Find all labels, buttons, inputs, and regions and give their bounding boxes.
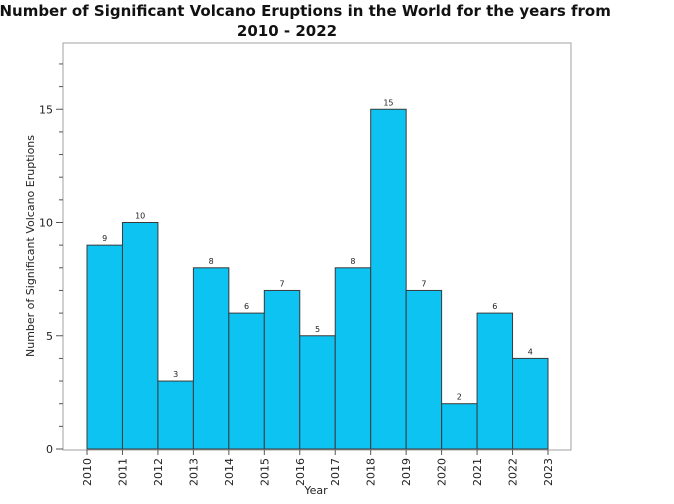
data-label-2017: 8 — [350, 257, 355, 266]
bar-2018 — [370, 108, 407, 450]
data-label-2020: 2 — [457, 393, 462, 402]
x-tick-label-2014: 2014 — [223, 458, 236, 486]
data-label-2021: 6 — [492, 302, 497, 311]
bar-2019 — [405, 289, 443, 450]
y-tick-label-10: 10 — [39, 217, 53, 230]
x-tick-label-2015: 2015 — [258, 458, 271, 486]
x-tick-label-2016: 2016 — [294, 458, 307, 486]
bar-2016 — [299, 335, 336, 450]
y-tick-label-5: 5 — [46, 330, 53, 343]
x-tick-label-2020: 2020 — [436, 458, 449, 486]
y-tick-label-0: 0 — [46, 443, 53, 456]
data-label-2019: 7 — [421, 279, 426, 288]
x-tick-label-2018: 2018 — [365, 458, 378, 486]
data-label-2010: 9 — [102, 234, 107, 243]
bar-2012 — [157, 380, 194, 450]
y-axis: 0 5 10 15 — [39, 63, 63, 456]
data-label-2015: 7 — [279, 279, 284, 288]
bar-2011 — [121, 222, 159, 450]
x-tick-label-2021: 2021 — [471, 458, 484, 486]
bars-group — [86, 108, 549, 450]
x-tick-label-2010: 2010 — [81, 458, 94, 486]
x-tick-label-2023: 2023 — [542, 458, 555, 486]
chart-subtitle: 2010 - 2022 — [237, 22, 337, 40]
x-axis: 2010 2011 2012 2013 2014 2015 2016 2017 2018 2019… — [81, 450, 555, 486]
data-label-2016: 5 — [315, 325, 320, 334]
x-tick-label-2013: 2013 — [187, 458, 200, 486]
data-label-2014: 6 — [244, 302, 249, 311]
x-tick-label-2011: 2011 — [116, 458, 129, 486]
bar-2020 — [441, 403, 478, 450]
data-label-2012: 3 — [173, 370, 178, 379]
x-tick-label-2019: 2019 — [400, 458, 413, 486]
y-tick-label-15: 15 — [39, 103, 53, 116]
chart-title: The Number of Significant Volcano Erupti… — [0, 2, 611, 20]
bar-2017 — [334, 267, 372, 450]
data-label-2018: 15 — [383, 98, 393, 107]
x-tick-label-2017: 2017 — [329, 458, 342, 486]
bar-2014 — [228, 312, 265, 450]
bar-2013 — [192, 267, 230, 450]
data-label-2011: 10 — [135, 212, 145, 221]
y-axis-label: Number of Significant Volcano Eruptions — [24, 135, 37, 357]
bar-2022 — [512, 357, 549, 450]
x-axis-label: Year — [303, 484, 328, 497]
x-tick-label-2022: 2022 — [507, 458, 520, 486]
bar-2010 — [86, 244, 123, 450]
bar-2021 — [476, 312, 514, 450]
x-tick-label-2012: 2012 — [152, 458, 165, 486]
data-labels-group: 9 10 3 8 6 7 5 8 15 7 2 6 4 — [102, 98, 533, 401]
data-label-2013: 8 — [209, 257, 214, 266]
data-label-2022: 4 — [528, 347, 533, 356]
bar-2015 — [263, 289, 301, 450]
